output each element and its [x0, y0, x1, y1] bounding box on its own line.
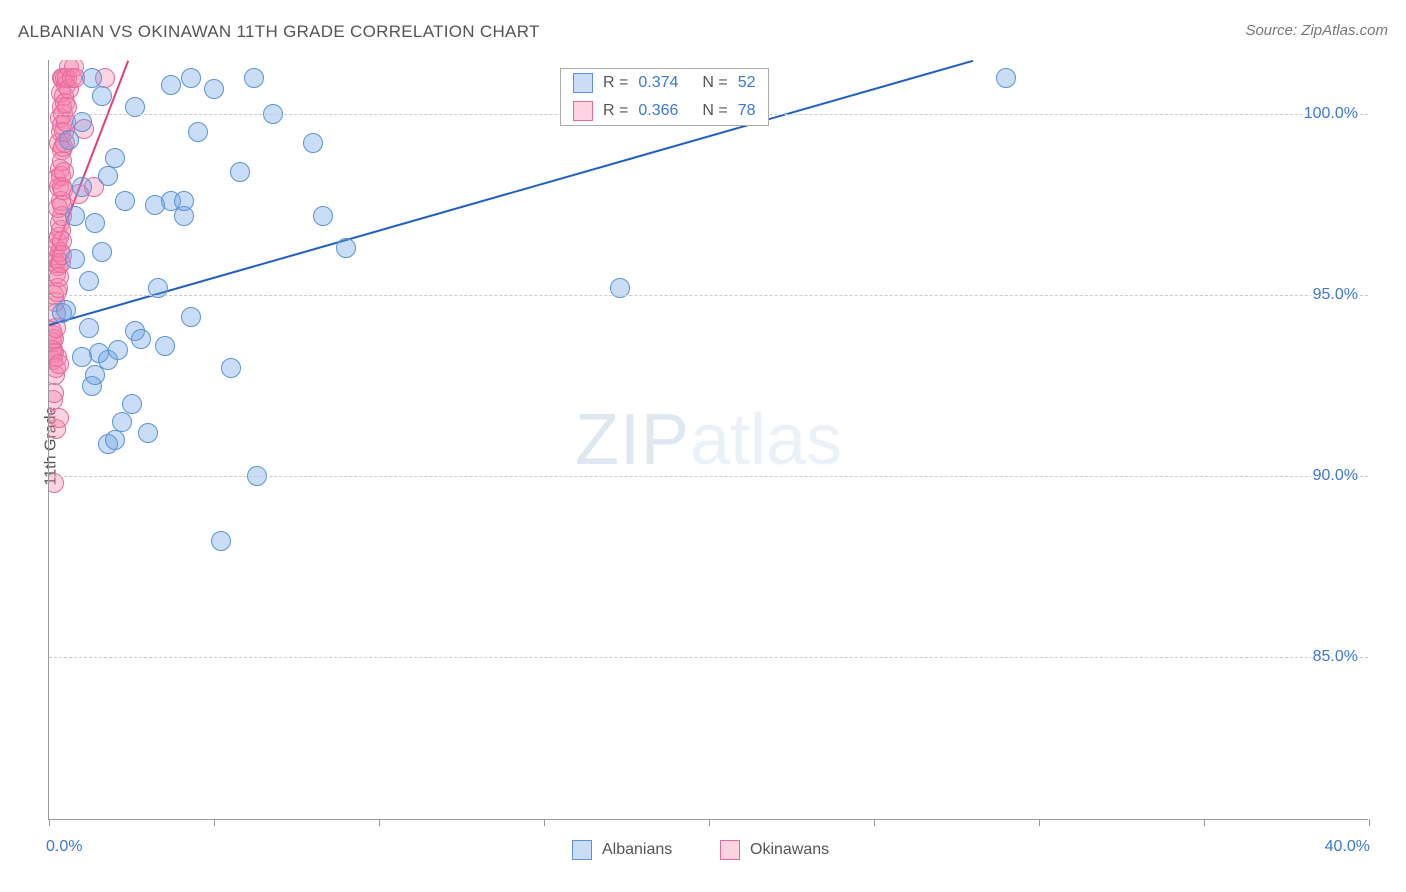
data-point	[98, 166, 118, 186]
plot-clip: ZIPatlas	[49, 60, 1368, 819]
gridline	[49, 657, 1368, 658]
data-point	[65, 206, 85, 226]
x-tick	[874, 819, 875, 826]
legend-r-value: 0.374	[638, 74, 678, 92]
data-point	[108, 340, 128, 360]
legend-swatch	[572, 840, 592, 860]
x-tick	[1039, 819, 1040, 826]
legend-n-label: N =	[702, 74, 727, 92]
data-point	[303, 133, 323, 153]
data-point	[996, 68, 1016, 88]
data-point	[49, 354, 69, 374]
x-tick-label: 0.0%	[46, 838, 82, 856]
data-point	[82, 68, 102, 88]
data-point	[85, 213, 105, 233]
data-point	[65, 249, 85, 269]
legend-swatch	[720, 840, 740, 860]
y-tick-label: 85.0%	[1311, 648, 1360, 666]
data-point	[131, 329, 151, 349]
y-tick-label: 90.0%	[1311, 467, 1360, 485]
watermark-zip: ZIP	[575, 400, 690, 480]
data-point	[155, 336, 175, 356]
gridline	[49, 295, 1368, 296]
legend-bottom-item: Okinawans	[720, 840, 829, 860]
legend-top: R = 0.374 N = 52 R = 0.366 N = 78	[560, 68, 769, 126]
legend-label: Albanians	[602, 841, 672, 859]
data-point	[49, 408, 69, 428]
data-point	[54, 162, 74, 182]
legend-n-value: 78	[738, 102, 756, 120]
data-point	[92, 242, 112, 262]
data-point	[122, 394, 142, 414]
data-point	[79, 318, 99, 338]
legend-r-label: R =	[603, 102, 628, 120]
gridline	[49, 476, 1368, 477]
data-point	[161, 75, 181, 95]
data-point	[181, 68, 201, 88]
data-point	[52, 231, 72, 251]
data-point	[230, 162, 250, 182]
data-point	[59, 130, 79, 150]
x-tick	[544, 819, 545, 826]
legend-swatch	[573, 73, 593, 93]
data-point	[244, 68, 264, 88]
x-tick	[1369, 819, 1370, 826]
legend-n-value: 52	[738, 74, 756, 92]
legend-swatch	[573, 101, 593, 121]
legend-bottom-item: Albanians	[572, 840, 672, 860]
data-point	[211, 531, 231, 551]
data-point	[181, 307, 201, 327]
data-point	[174, 191, 194, 211]
chart-source: Source: ZipAtlas.com	[1245, 22, 1388, 39]
legend-r-value: 0.366	[638, 102, 678, 120]
data-point	[221, 358, 241, 378]
legend-n-label: N =	[702, 102, 727, 120]
y-tick-label: 100.0%	[1302, 105, 1360, 123]
x-tick-label: 40.0%	[1318, 838, 1370, 856]
x-tick	[379, 819, 380, 826]
plot-area: ZIPatlas 85.0% 90.0% 95.0% 100.0%	[48, 60, 1368, 820]
data-point	[336, 238, 356, 258]
data-point	[138, 423, 158, 443]
data-point	[112, 412, 132, 432]
legend-row: R = 0.366 N = 78	[561, 97, 768, 125]
chart-title: ALBANIAN VS OKINAWAN 11TH GRADE CORRELAT…	[18, 22, 540, 42]
x-tick	[709, 819, 710, 826]
data-point	[115, 191, 135, 211]
legend-label: Okinawans	[750, 841, 829, 859]
watermark-atlas: atlas	[690, 400, 842, 480]
legend-row: R = 0.374 N = 52	[561, 69, 768, 97]
data-point	[105, 148, 125, 168]
data-point	[188, 122, 208, 142]
x-tick	[214, 819, 215, 826]
data-point	[204, 79, 224, 99]
data-point	[72, 177, 92, 197]
data-point	[56, 300, 76, 320]
y-tick-label: 95.0%	[1311, 286, 1360, 304]
x-tick	[1204, 819, 1205, 826]
data-point	[92, 86, 112, 106]
data-point	[313, 206, 333, 226]
data-point	[105, 430, 125, 450]
x-tick	[49, 819, 50, 826]
legend-r-label: R =	[603, 74, 628, 92]
data-point	[79, 271, 99, 291]
watermark: ZIPatlas	[575, 399, 842, 481]
